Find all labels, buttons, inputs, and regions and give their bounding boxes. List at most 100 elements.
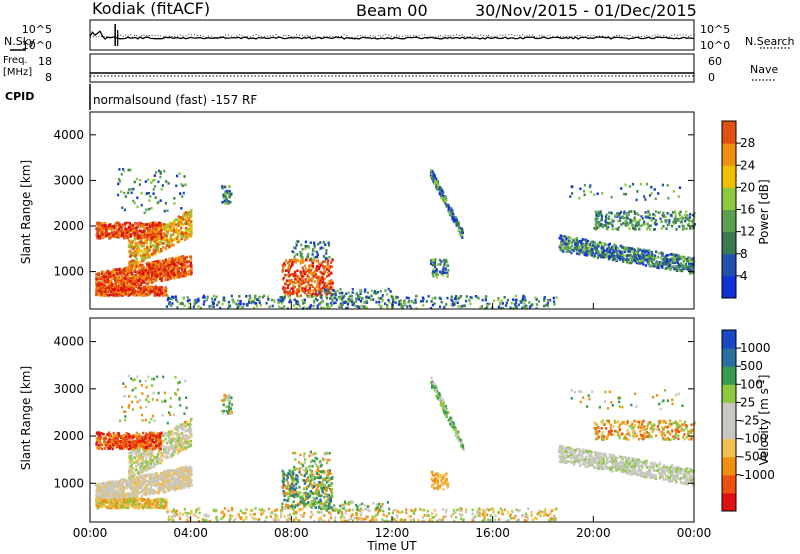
scatter-point: [187, 218, 190, 222]
beam-label: Beam 00: [356, 1, 428, 20]
scatter-point: [281, 299, 284, 302]
scatter-point: [292, 258, 295, 261]
scatter-point: [183, 263, 186, 267]
scatter-point: [104, 280, 107, 284]
scatter-point: [175, 184, 178, 188]
scatter-point: [517, 303, 520, 307]
nave-tick-top: 60: [708, 55, 722, 68]
scatter-point: [158, 169, 161, 173]
scatter-point: [323, 260, 326, 263]
scatter-point: [381, 299, 384, 303]
scatter-point: [231, 298, 234, 301]
scatter-point: [630, 221, 633, 225]
scatter-point: [181, 195, 184, 198]
scatter-point: [305, 245, 308, 248]
scatter-point: [175, 237, 178, 241]
scatter-point: [659, 263, 662, 267]
scatter-point: [121, 223, 124, 226]
scatter-point: [447, 268, 450, 272]
scatter-point: [396, 296, 399, 299]
scatter-point: [443, 263, 446, 267]
scatter-point: [634, 212, 637, 215]
scatter-point: [621, 216, 625, 219]
scatter-point: [595, 227, 598, 230]
scatter-point: [362, 305, 365, 309]
scatter-point: [153, 240, 156, 243]
scatter-point: [679, 210, 682, 214]
scatter-point: [298, 304, 302, 308]
scatter-point: [451, 299, 454, 303]
scatter-point: [326, 264, 329, 268]
scatter-point: [341, 291, 344, 295]
scatter-point: [157, 221, 160, 225]
scatter-point: [131, 261, 134, 265]
scatter-point: [159, 199, 162, 202]
scatter-point: [329, 291, 332, 295]
scatter-point: [302, 269, 305, 272]
scatter-point: [175, 267, 178, 270]
scatter-point: [168, 257, 171, 261]
scatter-point: [136, 233, 139, 236]
scatter-point: [594, 219, 597, 222]
scatter-point: [607, 211, 611, 214]
scatter-point: [155, 171, 158, 174]
scatter-point: [571, 238, 574, 242]
scatter-point: [316, 304, 319, 308]
scatter-point: [116, 230, 119, 234]
scatter-point: [138, 260, 141, 264]
scatter-point: [565, 242, 568, 246]
scatter-point: [305, 294, 309, 297]
scatter-point: [186, 229, 189, 232]
scatter-point: [317, 278, 320, 281]
scatter-point: [685, 210, 688, 214]
scatter-point: [203, 296, 206, 299]
scatter-point: [432, 274, 435, 278]
scatter-point: [645, 223, 648, 226]
scatter-point: [497, 305, 500, 309]
scatter-point: [173, 230, 176, 233]
scatter-point: [310, 295, 313, 298]
scatter-point: [154, 274, 158, 278]
scatter-point: [619, 251, 622, 254]
scatter-point: [589, 184, 592, 187]
scatter-point: [666, 261, 669, 265]
scatter-point: [283, 291, 287, 294]
scatter-point: [173, 271, 176, 275]
scatter-point: [128, 222, 132, 225]
scatter-point: [139, 221, 142, 225]
scatter-point: [446, 271, 449, 275]
scatter-point: [606, 227, 609, 231]
scatter-point: [628, 250, 632, 253]
scatter-point: [171, 475, 174, 479]
scatter-point: [221, 302, 224, 306]
scatter-point: [469, 302, 472, 306]
scatter-point: [180, 271, 183, 275]
scatter-point: [95, 293, 98, 297]
scatter-point: [139, 282, 142, 285]
scatter-point: [135, 244, 139, 248]
scatter-point: [101, 280, 104, 283]
scatter-point: [147, 264, 150, 267]
scatter-point: [188, 260, 191, 263]
scatter-point: [431, 170, 434, 174]
scatter-point: [122, 234, 125, 237]
scatter-point: [106, 280, 109, 284]
scatter-point: [164, 490, 167, 494]
scatter-point: [164, 202, 167, 205]
scatter-point: [323, 277, 326, 280]
scatter-point: [293, 298, 296, 301]
scatter-point: [95, 276, 98, 279]
scatter-point: [640, 215, 643, 218]
scatter-point: [454, 221, 458, 225]
scatter-point: [329, 302, 333, 305]
scatter-point: [155, 223, 158, 226]
scatter-point: [488, 302, 491, 306]
scatter-point: [367, 296, 371, 300]
scatter-point: [105, 224, 108, 228]
scatter-point: [190, 233, 193, 236]
scatter-point: [297, 280, 300, 283]
scatter-point: [681, 264, 684, 268]
scatter-point: [521, 306, 524, 310]
scatter-point: [134, 484, 137, 487]
scatter-point: [301, 287, 304, 290]
